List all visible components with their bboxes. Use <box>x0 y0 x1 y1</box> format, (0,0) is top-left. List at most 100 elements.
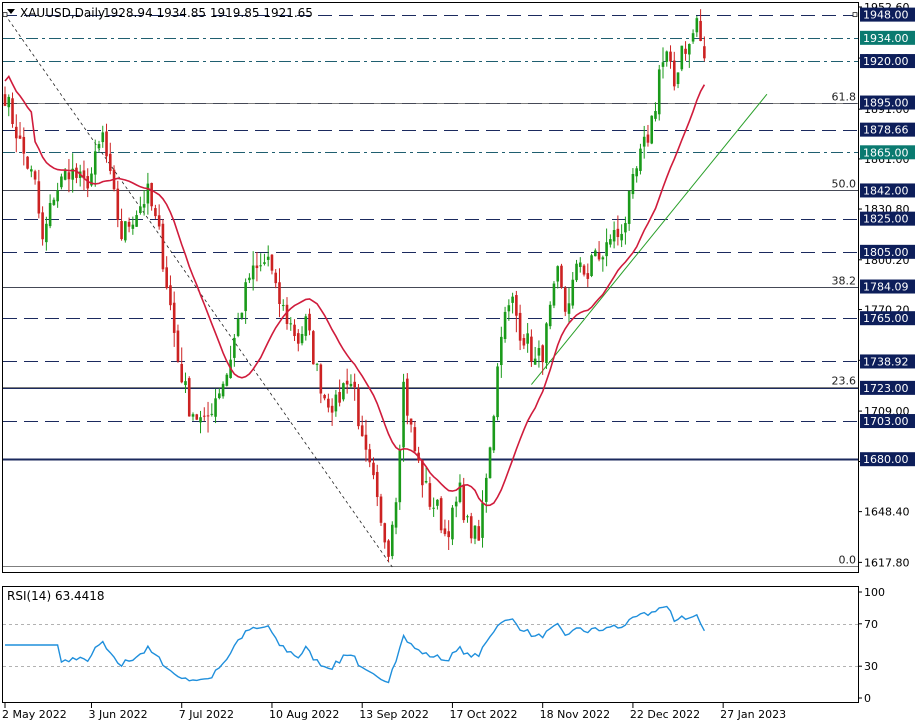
rsi-tick-label: 100 <box>864 586 885 599</box>
candle-body <box>458 482 462 502</box>
candle-body <box>67 172 71 180</box>
level-tag <box>860 30 915 45</box>
candle-body <box>639 148 642 171</box>
candle-body <box>522 338 526 346</box>
candle-body <box>274 272 278 284</box>
candle-body <box>443 528 447 535</box>
candle-body <box>436 499 439 506</box>
candle-body <box>360 425 364 437</box>
candle-body <box>338 391 341 403</box>
candle-body <box>244 282 247 312</box>
candle-body <box>323 395 326 399</box>
candle-body <box>586 273 590 279</box>
candle-body <box>214 398 217 417</box>
level-tag-label: 1948.00 <box>863 9 909 22</box>
time-tick-label: 2 May 2022 <box>2 708 67 721</box>
candle-body <box>454 501 458 507</box>
candlesticks <box>3 9 706 562</box>
candle-body <box>251 265 255 280</box>
candle-body <box>548 304 552 327</box>
level-tag-label: 1738.92 <box>863 355 909 368</box>
level-tag <box>860 211 915 226</box>
candle-body <box>108 153 112 171</box>
candle-body <box>601 257 605 260</box>
candle-body <box>180 363 184 383</box>
candle-body <box>368 449 372 463</box>
candle-body <box>620 233 623 241</box>
level-tag-label: 1765.00 <box>863 312 909 325</box>
candle-body <box>48 203 52 227</box>
candle-body <box>202 415 206 417</box>
candle-body <box>233 337 236 358</box>
candle-body <box>530 336 533 362</box>
candle-body <box>60 176 63 188</box>
candle-body <box>409 418 413 425</box>
level-tag <box>860 380 915 395</box>
candle-body <box>278 282 281 304</box>
candle-body <box>650 115 654 144</box>
candle-body <box>206 415 210 417</box>
candle-body <box>93 151 97 175</box>
candle-body <box>654 111 657 119</box>
candle-body <box>563 287 567 312</box>
candle-body <box>124 221 127 241</box>
candle-body <box>342 383 345 400</box>
candle-body <box>97 144 101 149</box>
level-tag <box>860 7 915 22</box>
candle-body <box>372 462 375 476</box>
candle-body <box>571 279 575 306</box>
time-tick-label: 7 Jul 2022 <box>179 708 234 721</box>
candle-body <box>157 215 161 227</box>
candle-body <box>266 256 270 260</box>
candle-body <box>41 212 44 240</box>
candle-body <box>169 285 172 306</box>
candle-body <box>383 523 387 543</box>
candle-body <box>424 481 428 483</box>
rsi-line <box>5 605 706 684</box>
rsi-tick-label: 70 <box>864 618 878 631</box>
level-tag <box>860 414 915 429</box>
level-tag <box>860 311 915 326</box>
level-tag <box>860 183 915 198</box>
rsi-label: RSI(14) 63.4418 <box>7 589 105 603</box>
candle-body <box>379 496 383 523</box>
candle-body <box>488 447 492 479</box>
candle-body <box>315 363 319 365</box>
candle-body <box>451 507 454 540</box>
candle-body <box>631 174 635 195</box>
level-tag-label: 1895.00 <box>863 97 909 110</box>
candle-body <box>642 136 646 147</box>
candle-body <box>684 48 687 54</box>
candle-body <box>259 265 262 267</box>
candle-body <box>22 136 26 154</box>
candle-body <box>387 540 390 557</box>
candle-body <box>537 348 541 356</box>
dropdown-triangle-icon[interactable] <box>7 9 15 14</box>
candle-body <box>289 323 293 325</box>
time-tick-label: 27 Jan 2023 <box>720 708 786 721</box>
candle-body <box>672 60 676 87</box>
rsi-tick-label: 0 <box>864 692 871 705</box>
level-tag <box>860 452 915 467</box>
candle-body <box>345 380 349 385</box>
candle-body <box>676 72 680 85</box>
price-tick-label: 1617.80 <box>864 556 910 569</box>
candle-body <box>127 221 131 227</box>
ma-line <box>4 75 706 507</box>
time-tick-label: 13 Sep 2022 <box>359 708 429 721</box>
candle-body <box>680 45 684 70</box>
level-tag <box>860 122 915 137</box>
candle-body <box>353 381 356 388</box>
candle-body <box>236 318 240 336</box>
candle-body <box>327 398 330 408</box>
candle-body <box>469 516 473 539</box>
candle-body <box>184 381 187 386</box>
candle-body <box>187 378 191 417</box>
candle-body <box>142 204 146 208</box>
level-tag <box>860 279 915 294</box>
level-tag <box>860 54 915 69</box>
candle-body <box>402 381 405 448</box>
candle-body <box>293 324 296 337</box>
candle-body <box>281 305 285 307</box>
fib-label: 0.0 <box>839 554 857 567</box>
